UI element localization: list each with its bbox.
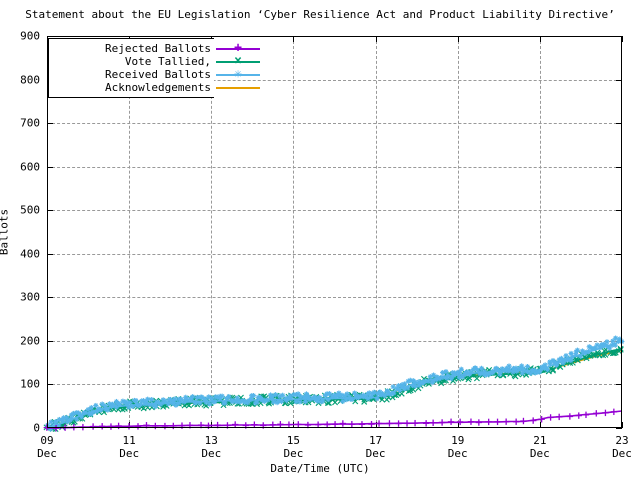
y-axis-label: Ballots xyxy=(0,208,11,256)
y-axis-tick-label: 700 xyxy=(20,116,40,130)
y-axis-tick-mark xyxy=(47,210,53,212)
y-axis-tick-mark xyxy=(616,210,622,212)
legend-label: Rejected Ballots xyxy=(105,42,211,55)
y-axis-tick-mark xyxy=(616,384,622,386)
series-markers xyxy=(45,335,625,432)
legend-marker-icon: ✳ xyxy=(234,66,242,82)
legend-line xyxy=(216,87,260,89)
y-axis-tick-label: 600 xyxy=(20,160,40,174)
chart-legend: Rejected Ballots + Vote Tallied, × Received … xyxy=(48,38,260,98)
x-axis-label: Date/Time (UTC) xyxy=(270,462,370,475)
y-axis-tick-mark xyxy=(616,166,622,168)
gridline-horizontal xyxy=(47,253,622,255)
legend-line xyxy=(216,61,260,63)
legend-label: Received Ballots xyxy=(105,68,211,81)
gridline-horizontal xyxy=(47,166,622,168)
y-axis-tick-label: 300 xyxy=(20,290,40,304)
legend-item-received: Received Ballots ✳ xyxy=(49,68,260,81)
x-axis-tick-mark xyxy=(457,36,459,42)
y-axis-tick-label: 800 xyxy=(20,73,40,87)
y-axis-tick-mark xyxy=(616,297,622,299)
y-axis-tick-mark xyxy=(616,253,622,255)
y-axis-tick-mark xyxy=(616,79,622,81)
plot-frame xyxy=(47,36,622,428)
legend-swatch xyxy=(216,81,262,94)
y-axis-tick-label: 400 xyxy=(20,247,40,261)
legend-swatch: ✳ xyxy=(216,68,262,81)
x-axis-tick-label: 11 Dec xyxy=(119,434,140,460)
gridline-vertical xyxy=(457,36,459,428)
legend-marker-icon: × xyxy=(234,53,242,69)
y-axis-tick-label: 900 xyxy=(20,29,40,43)
legend-marker-icon: + xyxy=(234,40,242,56)
gridline-horizontal xyxy=(47,123,622,125)
gridline-vertical xyxy=(539,36,541,428)
gridline-vertical xyxy=(211,36,213,428)
x-axis-tick-mark xyxy=(457,422,459,428)
gridline-horizontal xyxy=(47,297,622,299)
legend-item-rejected: Rejected Ballots + xyxy=(49,42,260,55)
x-axis-tick-mark xyxy=(622,36,623,42)
legend-swatch: + xyxy=(216,42,262,55)
x-axis-tick-label: 19 Dec xyxy=(447,434,468,460)
gridline-horizontal xyxy=(47,340,622,342)
chart-title: Statement about the EU Legislation ‘Cybe… xyxy=(25,8,615,21)
legend-swatch: × xyxy=(216,55,262,68)
y-axis-tick-mark xyxy=(47,297,53,299)
x-axis-tick-mark xyxy=(375,422,377,428)
plot-area: 0 100 200 300 400 500 600 700 800 900 09 Dec 11 Dec 1… xyxy=(20,30,632,461)
x-axis-tick-mark xyxy=(622,422,623,428)
y-axis-tick-label: 100 xyxy=(20,377,40,391)
y-axis-tick-mark xyxy=(47,166,53,168)
gridline-vertical xyxy=(293,36,295,428)
x-axis-tick-mark xyxy=(539,36,541,42)
x-axis-tick-label: 21 Dec xyxy=(529,434,550,460)
x-axis-tick-mark xyxy=(539,422,541,428)
y-axis-tick-mark xyxy=(616,428,622,429)
y-axis-tick-mark xyxy=(47,123,53,125)
x-axis-tick-label: 15 Dec xyxy=(283,434,304,460)
y-axis-tick-label: 0 xyxy=(33,421,40,435)
legend-line xyxy=(216,74,260,76)
legend-item-tallied: Vote Tallied, × xyxy=(49,55,260,68)
x-axis-tick-label: 23 Dec xyxy=(612,434,632,460)
x-axis-tick-label: 09 Dec xyxy=(37,434,57,460)
gridline-horizontal xyxy=(47,384,622,386)
y-axis-tick-mark xyxy=(47,340,53,342)
x-axis-tick-label: 17 Dec xyxy=(365,434,386,460)
y-axis-tick-mark xyxy=(616,123,622,125)
gridline-horizontal xyxy=(47,79,622,81)
legend-label: Acknowledgements xyxy=(105,81,211,94)
legend-label: Vote Tallied, xyxy=(124,55,211,68)
gridline-horizontal xyxy=(47,210,622,212)
legend-line xyxy=(216,48,260,50)
series-markers xyxy=(43,408,618,432)
series-layer xyxy=(43,335,625,432)
legend-item-acknowledgements: Acknowledgements xyxy=(49,81,260,94)
y-axis-tick-label: 200 xyxy=(20,334,40,348)
x-axis-tick-mark xyxy=(293,36,295,42)
x-axis-tick-mark xyxy=(375,36,377,42)
y-axis-tick-mark xyxy=(47,384,53,386)
x-axis-tick-label: 13 Dec xyxy=(201,434,222,460)
gridline-vertical xyxy=(129,36,131,428)
gridline-vertical xyxy=(375,36,377,428)
y-axis-tick-label: 500 xyxy=(20,203,40,217)
y-axis-tick-mark xyxy=(47,253,53,255)
